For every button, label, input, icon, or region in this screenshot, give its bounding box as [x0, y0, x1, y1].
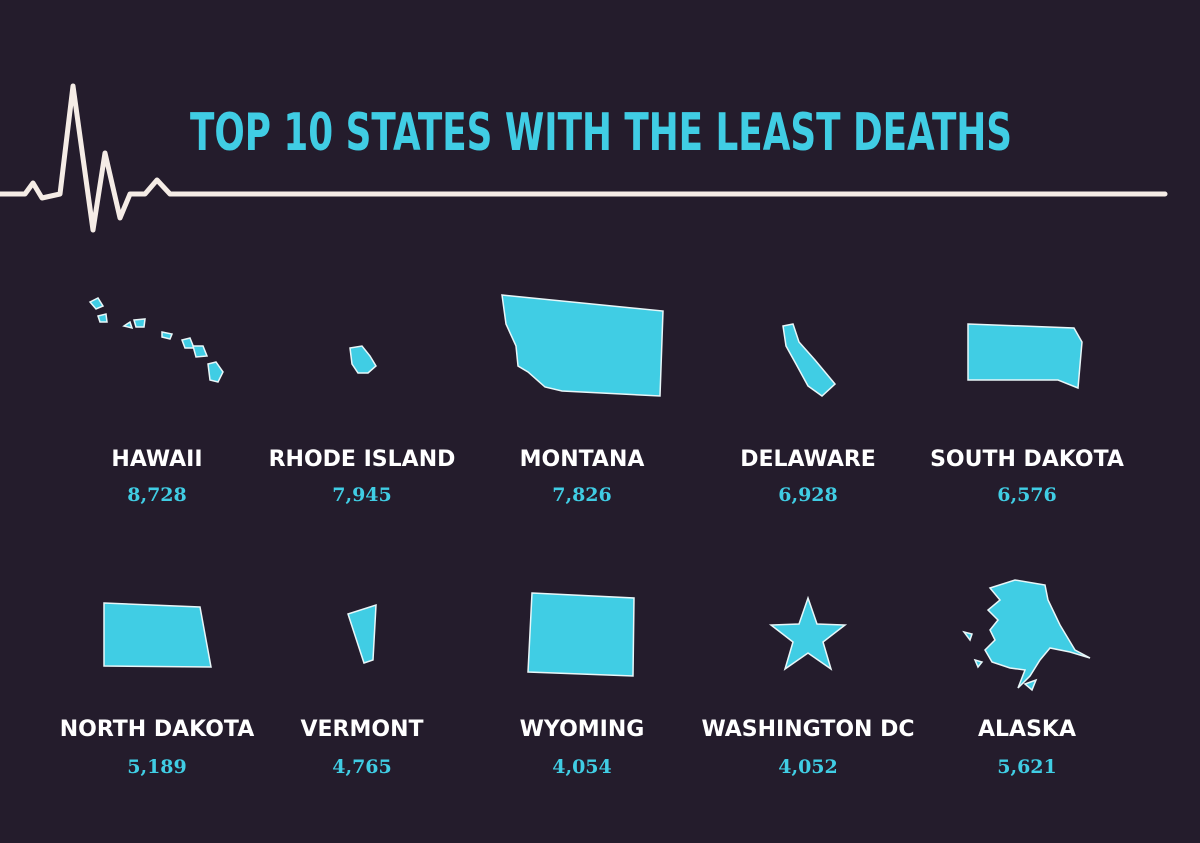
state-shape-montana — [501, 294, 664, 397]
state-shape-rhode-island — [349, 345, 377, 374]
state-shape-wyoming — [527, 592, 635, 677]
state-name: SOUTH DAKOTA — [930, 447, 1124, 472]
state-deaths: 7,945 — [332, 484, 392, 506]
state-name: WASHINGTON DC — [701, 717, 914, 742]
state-name: HAWAII — [111, 447, 202, 472]
state-name: VERMONT — [300, 717, 423, 742]
state-shape-vermont — [347, 603, 377, 664]
state-name: WYOMING — [520, 717, 645, 742]
state-name: ALASKA — [978, 717, 1076, 742]
state-deaths: 4,765 — [332, 756, 392, 778]
state-deaths: 6,928 — [778, 484, 838, 506]
state-deaths: 4,052 — [778, 756, 838, 778]
state-name: DELAWARE — [740, 447, 876, 472]
state-deaths: 5,189 — [127, 756, 187, 778]
state-deaths: 5,621 — [997, 756, 1057, 778]
heartbeat-line — [0, 83, 1168, 233]
state-deaths: 6,576 — [997, 484, 1057, 506]
state-deaths: 4,054 — [552, 756, 612, 778]
state-shape-delaware — [782, 323, 837, 397]
state-name: MONTANA — [520, 447, 645, 472]
state-deaths: 8,728 — [127, 484, 187, 506]
state-name: RHODE ISLAND — [269, 447, 456, 472]
state-shape-north-dakota — [103, 602, 212, 668]
state-deaths: 7,826 — [552, 484, 612, 506]
state-shape-hawaii — [88, 297, 224, 383]
state-shape-washington-dc — [768, 595, 848, 671]
state-name: NORTH DAKOTA — [60, 717, 255, 742]
state-shape-alaska — [962, 579, 1091, 692]
state-shape-south-dakota — [967, 323, 1083, 390]
title: TOP 10 STATES WITH THE LEAST DEATHS — [190, 103, 1012, 163]
